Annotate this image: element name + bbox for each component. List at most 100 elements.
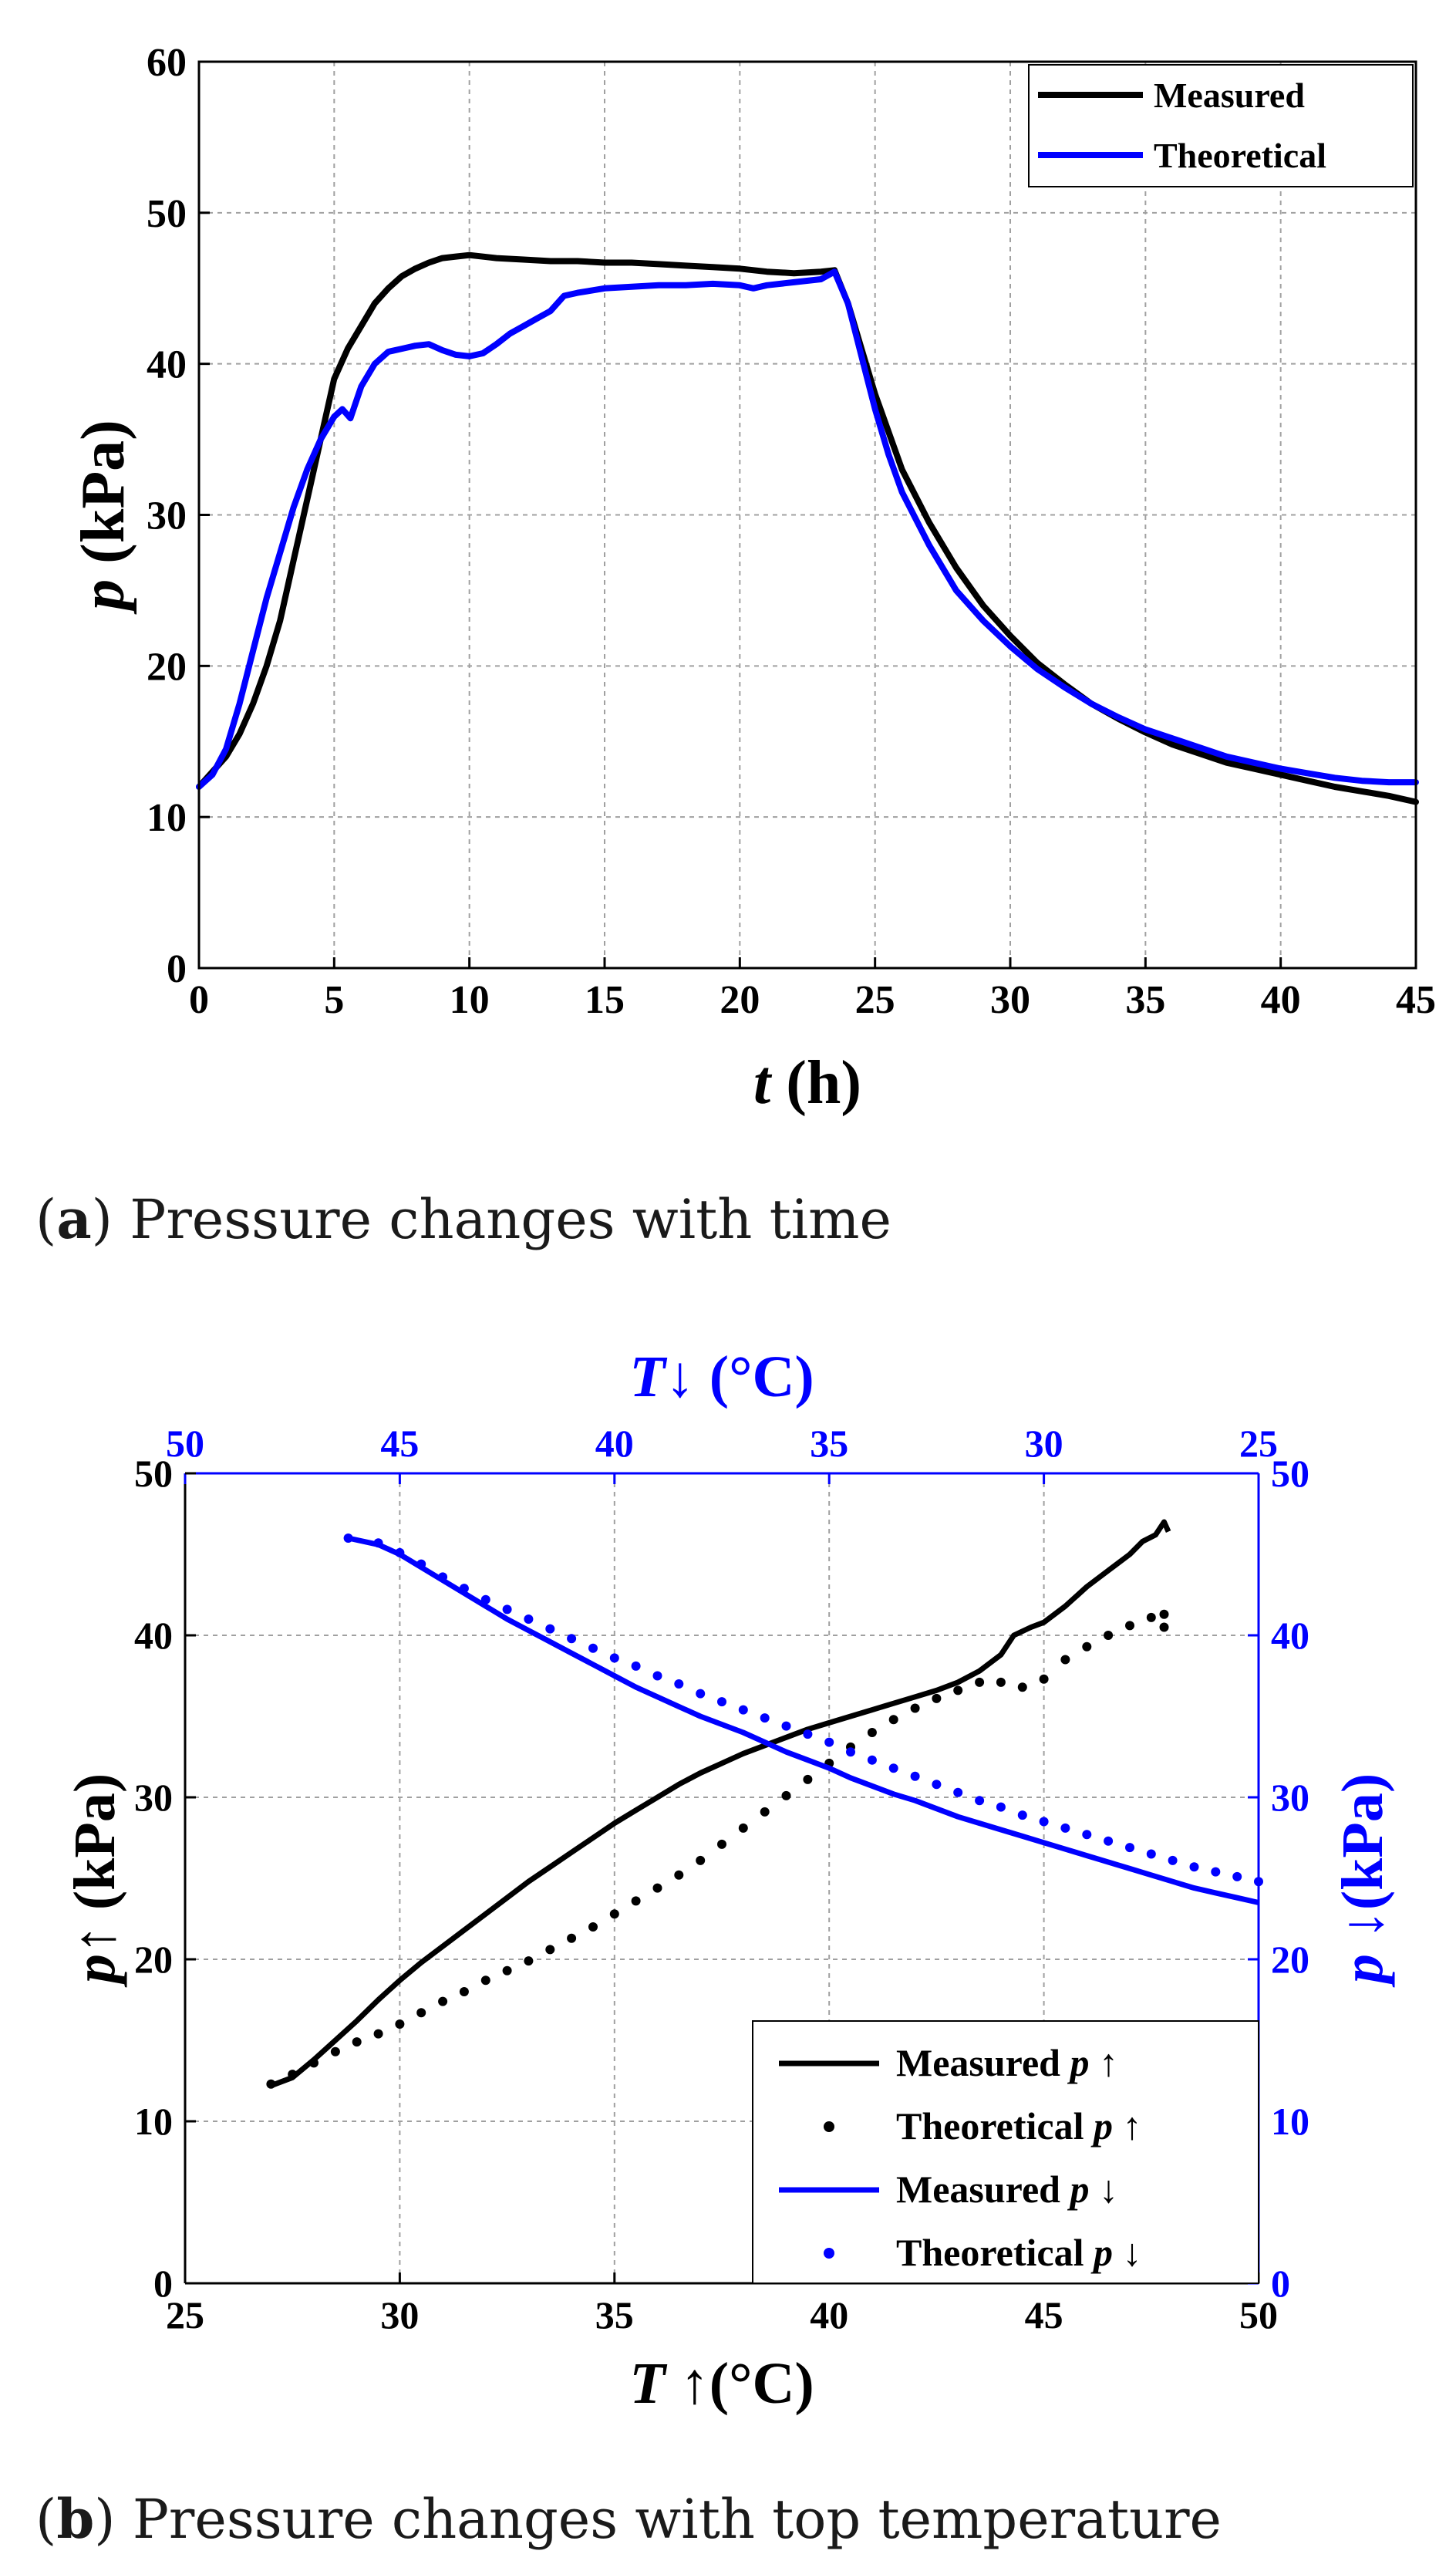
series-2-line: [347, 1535, 1259, 1905]
right-y-tick-label: 50: [1271, 1452, 1309, 1495]
y-tick-label: 0: [167, 947, 187, 991]
y-tick-label: 30: [147, 494, 187, 538]
x-tick-label: 25: [166, 2293, 204, 2337]
legend-box: [1028, 64, 1414, 187]
series-0-line: [270, 1519, 1171, 2089]
y-tick-label: 40: [147, 343, 187, 387]
series-line-measured: [196, 251, 1419, 805]
data-point: [1104, 1631, 1114, 1640]
data-point: [1060, 1655, 1070, 1665]
data-point: [888, 1763, 898, 1773]
legend-dot: [824, 2248, 834, 2259]
data-point: [674, 1679, 684, 1689]
data-point: [567, 1933, 577, 1943]
x-tick-label: 20: [720, 978, 760, 1022]
data-point: [867, 1755, 877, 1765]
data-point: [996, 1677, 1006, 1687]
data-point: [1082, 1641, 1092, 1652]
data-point: [438, 1996, 448, 2006]
data-point: [545, 1945, 555, 1955]
data-point: [781, 1721, 791, 1731]
data-point: [1125, 1843, 1134, 1853]
data-point: [1211, 1867, 1221, 1877]
data-point: [373, 1538, 383, 1548]
x-axis-label: t (h): [753, 1049, 861, 1117]
top-x-axis-label: T↓ (°C): [629, 1345, 814, 1409]
x-tick-label: 45: [1025, 2293, 1063, 2337]
data-point: [781, 1790, 791, 1800]
y-tick-label: 20: [147, 645, 187, 689]
data-point: [696, 1689, 706, 1699]
data-point: [846, 1747, 855, 1757]
data-point: [459, 1987, 469, 1996]
data-point: [330, 2046, 340, 2056]
legend: Measured p ↑ Theoretical p ↑ Measured p ↓ T…: [752, 2020, 1259, 2284]
legend-label: Measured p ↓: [896, 2168, 1118, 2211]
right-y-tick-label: 0: [1271, 2262, 1290, 2305]
data-point: [1017, 1810, 1027, 1820]
data-point: [1039, 1817, 1049, 1827]
x-tick-label: 30: [990, 978, 1030, 1022]
data-point: [545, 1624, 555, 1634]
data-point: [738, 1705, 748, 1715]
data-point: [1146, 1612, 1156, 1622]
top-x-tick-label: 30: [1025, 1422, 1063, 1465]
data-point: [609, 1909, 619, 1919]
x-tick-label: 10: [450, 978, 490, 1022]
data-point: [932, 1693, 942, 1703]
data-point: [953, 1787, 963, 1797]
data-point: [524, 1956, 534, 1966]
data-point: [1104, 1836, 1114, 1846]
data-point: [480, 1975, 490, 1986]
data-point: [1125, 1621, 1134, 1631]
data-point: [416, 1559, 426, 1569]
data-point: [1232, 1871, 1242, 1881]
x-tick-label: 30: [380, 2293, 419, 2337]
data-point: [1060, 1823, 1070, 1833]
data-point: [395, 2019, 405, 2029]
data-point: [652, 1883, 662, 1893]
top-x-tick-label: 45: [380, 1422, 419, 1465]
x-tick-label: 35: [1125, 978, 1165, 1022]
data-point: [1168, 1855, 1178, 1865]
x-axis-label: T ↑(°C): [629, 2351, 814, 2416]
top-x-tick-label: 50: [166, 1422, 204, 1465]
data-point: [588, 1643, 598, 1653]
data-point: [266, 2079, 276, 2089]
data-point: [502, 1604, 512, 1614]
data-point: [631, 1661, 641, 1671]
data-point: [609, 1653, 619, 1663]
data-point: [373, 2029, 383, 2039]
data-point: [502, 1965, 512, 1975]
data-point: [803, 1729, 813, 1739]
y-axis-label: p↑ (kPa): [62, 1773, 127, 1988]
data-point: [1017, 1682, 1027, 1692]
x-tick-label: 50: [1239, 2293, 1278, 2337]
data-point: [588, 1922, 598, 1932]
x-tick-label: 5: [324, 978, 344, 1022]
data-point: [395, 1547, 405, 1557]
data-point: [760, 1713, 770, 1723]
data-point: [717, 1697, 726, 1707]
x-tick-label: 40: [810, 2293, 848, 2337]
data-point: [416, 2008, 426, 2018]
legend-label: Theoretical: [1154, 136, 1326, 175]
series-3-points: [343, 1533, 1263, 1887]
right-y-axis-label: p ↓(kPa): [1330, 1773, 1395, 1988]
data-point: [996, 1802, 1006, 1812]
legend-label: Measured: [1154, 76, 1305, 115]
x-tick-label: 45: [1396, 978, 1436, 1022]
chart-a: 0 5 10 15 20 25 30 35 40 45 0 10 20 30 40 50 60 t (h) p (k…: [35, 41, 1436, 1251]
x-tick-label: 25: [855, 978, 895, 1022]
data-point: [438, 1572, 448, 1582]
data-point: [738, 1823, 748, 1833]
data-point: [888, 1715, 898, 1725]
y-tick-label: 50: [134, 1452, 173, 1495]
legend-dot: [824, 2121, 834, 2132]
data-point: [932, 1780, 942, 1790]
data-point: [1189, 1862, 1199, 1872]
series-line-theoretical: [196, 268, 1419, 790]
legend-label: Theoretical p ↓: [896, 2231, 1141, 2274]
